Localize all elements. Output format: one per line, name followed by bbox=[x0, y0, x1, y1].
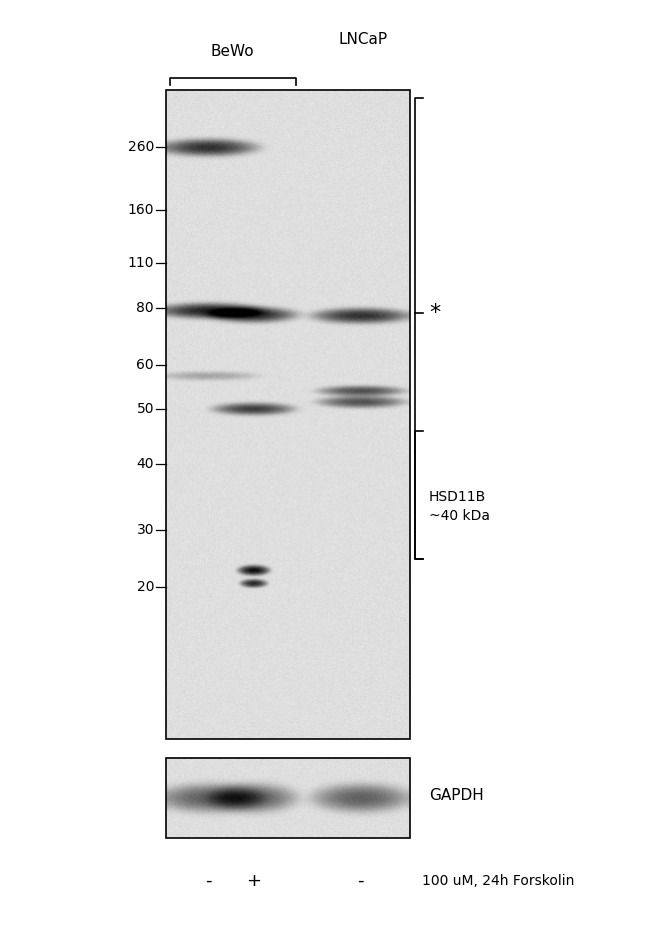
Text: 110: 110 bbox=[127, 257, 154, 270]
Text: 260: 260 bbox=[127, 140, 154, 153]
Text: BeWo: BeWo bbox=[211, 44, 255, 59]
Text: HSD11B
~40 kDa: HSD11B ~40 kDa bbox=[429, 491, 490, 523]
Text: -: - bbox=[358, 871, 364, 890]
Text: -: - bbox=[205, 871, 211, 890]
Text: *: * bbox=[429, 302, 440, 323]
Bar bbox=[166, 758, 410, 838]
Text: 80: 80 bbox=[136, 301, 154, 314]
Text: 30: 30 bbox=[136, 524, 154, 537]
Text: 60: 60 bbox=[136, 358, 154, 371]
Text: LNCaP: LNCaP bbox=[338, 32, 387, 47]
Text: GAPDH: GAPDH bbox=[429, 788, 484, 803]
Text: 20: 20 bbox=[136, 581, 154, 594]
Text: +: + bbox=[246, 871, 261, 890]
Bar bbox=[166, 90, 410, 739]
Text: 160: 160 bbox=[127, 204, 154, 217]
Text: 50: 50 bbox=[136, 402, 154, 416]
Text: 100 uM, 24h Forskolin: 100 uM, 24h Forskolin bbox=[422, 874, 575, 887]
Text: 40: 40 bbox=[136, 457, 154, 471]
